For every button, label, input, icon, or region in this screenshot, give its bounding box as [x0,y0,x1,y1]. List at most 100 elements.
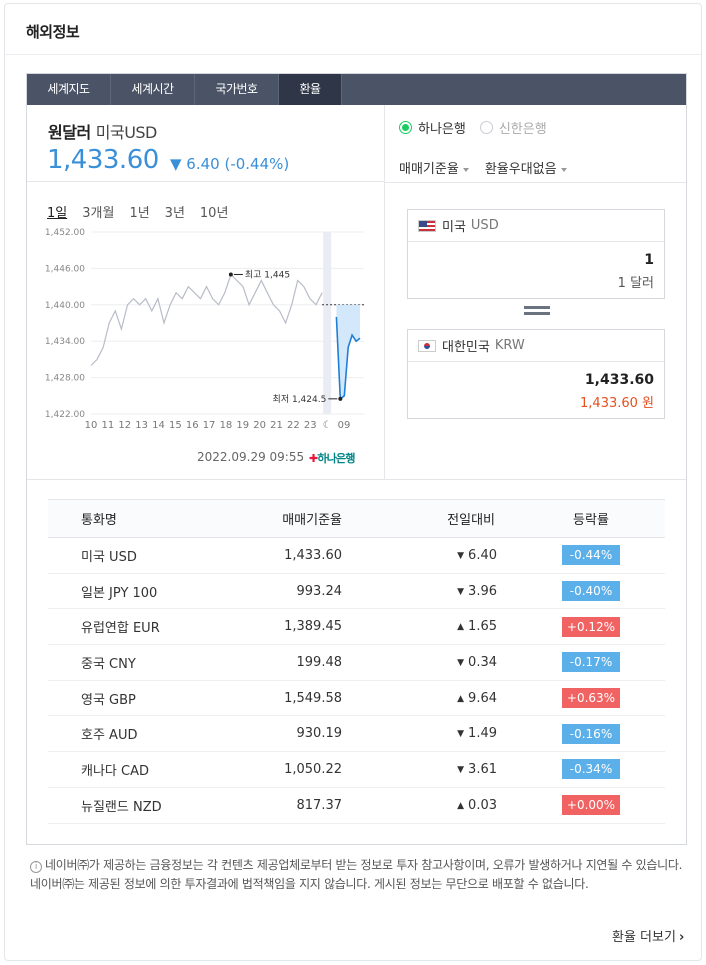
base-rate: 993.24 [230,573,342,610]
base-rate: 1,433.60 [230,537,342,574]
x-tick-label: 18 [220,420,233,431]
tab-world-map[interactable]: 세계지도 [27,74,111,105]
x-tick-label: ☾ [323,420,332,431]
currency-name: 중국 CNY [48,644,230,681]
bank-hana-label[interactable]: 하나은행 [418,122,466,137]
currency-name: 일본 JPY 100 [48,573,230,610]
y-tick-label: 1,446.00 [45,264,85,274]
caret-down-icon [560,167,567,172]
title-divider [5,54,701,55]
chart-timestamp: 2022.09.29 09:55 [197,450,305,464]
radio-hana-icon[interactable] [399,121,412,134]
x-tick-label: 15 [169,420,182,431]
tab-exchange-rate[interactable]: 환율 [279,74,342,105]
x-tick-label: 23 [304,420,317,431]
period-10y[interactable]: 10년 [199,206,229,221]
y-tick-label: 1,428.00 [45,374,85,384]
to-amount-input[interactable]: 1,433.60 [584,372,654,388]
pct-badge: -0.17% [562,652,620,673]
x-tick-label: 11 [101,420,114,431]
night-band [323,232,332,414]
period-3m[interactable]: 3개월 [82,206,115,221]
pair-name: 원달러 [48,123,91,142]
disclaimer: i 네이버㈜가 제공하는 금융정보는 각 컨텐츠 제공업체로부터 받는 정보로 투… [30,856,696,894]
table-header-row: 통화명 매매기준율 전일대비 등락률 [48,499,665,538]
tab-country-code[interactable]: 국가번호 [195,74,279,105]
pct-badge: +0.00% [562,795,620,816]
x-tick-label: 10 [85,420,98,431]
rate-diff: 9.64 [342,680,497,717]
rate-type-label: 매매기준율 [399,162,459,177]
col-base-rate: 매매기준율 [230,499,342,538]
pct-cell: +0.63% [497,680,665,717]
tab-world-time[interactable]: 세계시간 [111,74,195,105]
section-title: 해외정보 [26,23,80,41]
col-pct: 등락률 [497,499,665,538]
radio-shinhan-icon[interactable] [479,121,493,134]
currency-name: 영국 GBP [48,680,230,717]
price-change: ▼ 6.40 (-0.44%) [170,155,290,173]
options-divider [385,182,686,183]
x-tick-label: 14 [152,420,165,431]
caret-down-icon [462,167,469,172]
rate-diff: 0.34 [342,644,497,681]
pair-title: 원달러 미국USD [48,119,157,143]
pct-cell: -0.40% [497,573,665,610]
period-3y[interactable]: 3년 [164,206,185,221]
from-amount-input[interactable]: 1 [644,252,654,268]
from-amount-words: 1 달러 [617,276,654,291]
to-country: 대한민국 [442,340,490,355]
base-rate: 1,549.58 [230,680,342,717]
period-1y[interactable]: 1년 [129,206,150,221]
bank-shinhan-label[interactable]: 신한은행 [498,122,547,137]
summary-box: 원달러 미국USD 1,433.60 ▼ 6.40 (-0.44%) [27,105,384,182]
series-previous-line [90,273,323,366]
pct-cell: -0.16% [497,715,665,753]
col-currency: 통화명 [48,499,230,538]
x-tick-label: 19 [236,420,249,431]
rate-diff: 3.61 [342,751,497,788]
base-rate: 1,389.45 [230,608,342,646]
discount-label: 환율우대없음 [484,162,557,177]
pct-badge: -0.44% [562,545,620,566]
currency-name: 미국 USD [48,537,230,574]
converter-from[interactable]: 미국 USD 1 1 달러 [407,209,665,299]
options-row: 매매기준율 환율우대없음 [399,158,583,177]
base-rate: 1,050.22 [230,751,342,788]
converter-from-head[interactable]: 미국 USD [408,210,664,242]
rate-diff: 6.40 [342,537,497,574]
current-price: 1,433.60 [47,145,159,175]
rate-type-dropdown[interactable]: 매매기준율 [399,158,469,177]
discount-dropdown[interactable]: 환율우대없음 [485,158,567,177]
col-diff: 전일대비 [342,499,497,538]
hana-logo-mark-icon: ✚ [309,452,318,465]
rate-diff: 0.03 [342,787,497,824]
x-tick-label: 20 [253,420,266,431]
converter-to[interactable]: 대한민국 KRW 1,433.60 1,433.60 원 [407,329,665,419]
period-1d[interactable]: 1일 [47,206,68,221]
exchange-panel: 세계지도 세계시간 국가번호 환율 원달러 미국USD 1,433.60 ▼ 6… [26,73,687,845]
more-exchange-link[interactable]: 환율 더보기 › [612,926,684,945]
y-tick-label: 1,452.00 [45,228,85,238]
currency-name: 캐나다 CAD [48,751,230,788]
pair-sub: 미국USD [95,123,158,142]
currency-name: 뉴질랜드 NZD [48,787,230,824]
high-marker [228,272,233,277]
x-tick-label: 16 [186,420,199,431]
x-tick-label: 12 [118,420,131,431]
low-marker [338,396,343,401]
more-link-label: 환율 더보기 [612,930,676,945]
period-tabs: 1일 3개월 1년 3년 10년 [47,202,243,221]
x-tick-label: 09 [338,420,351,431]
table-divider [27,479,686,480]
converter-to-head[interactable]: 대한민국 KRW [408,330,664,362]
